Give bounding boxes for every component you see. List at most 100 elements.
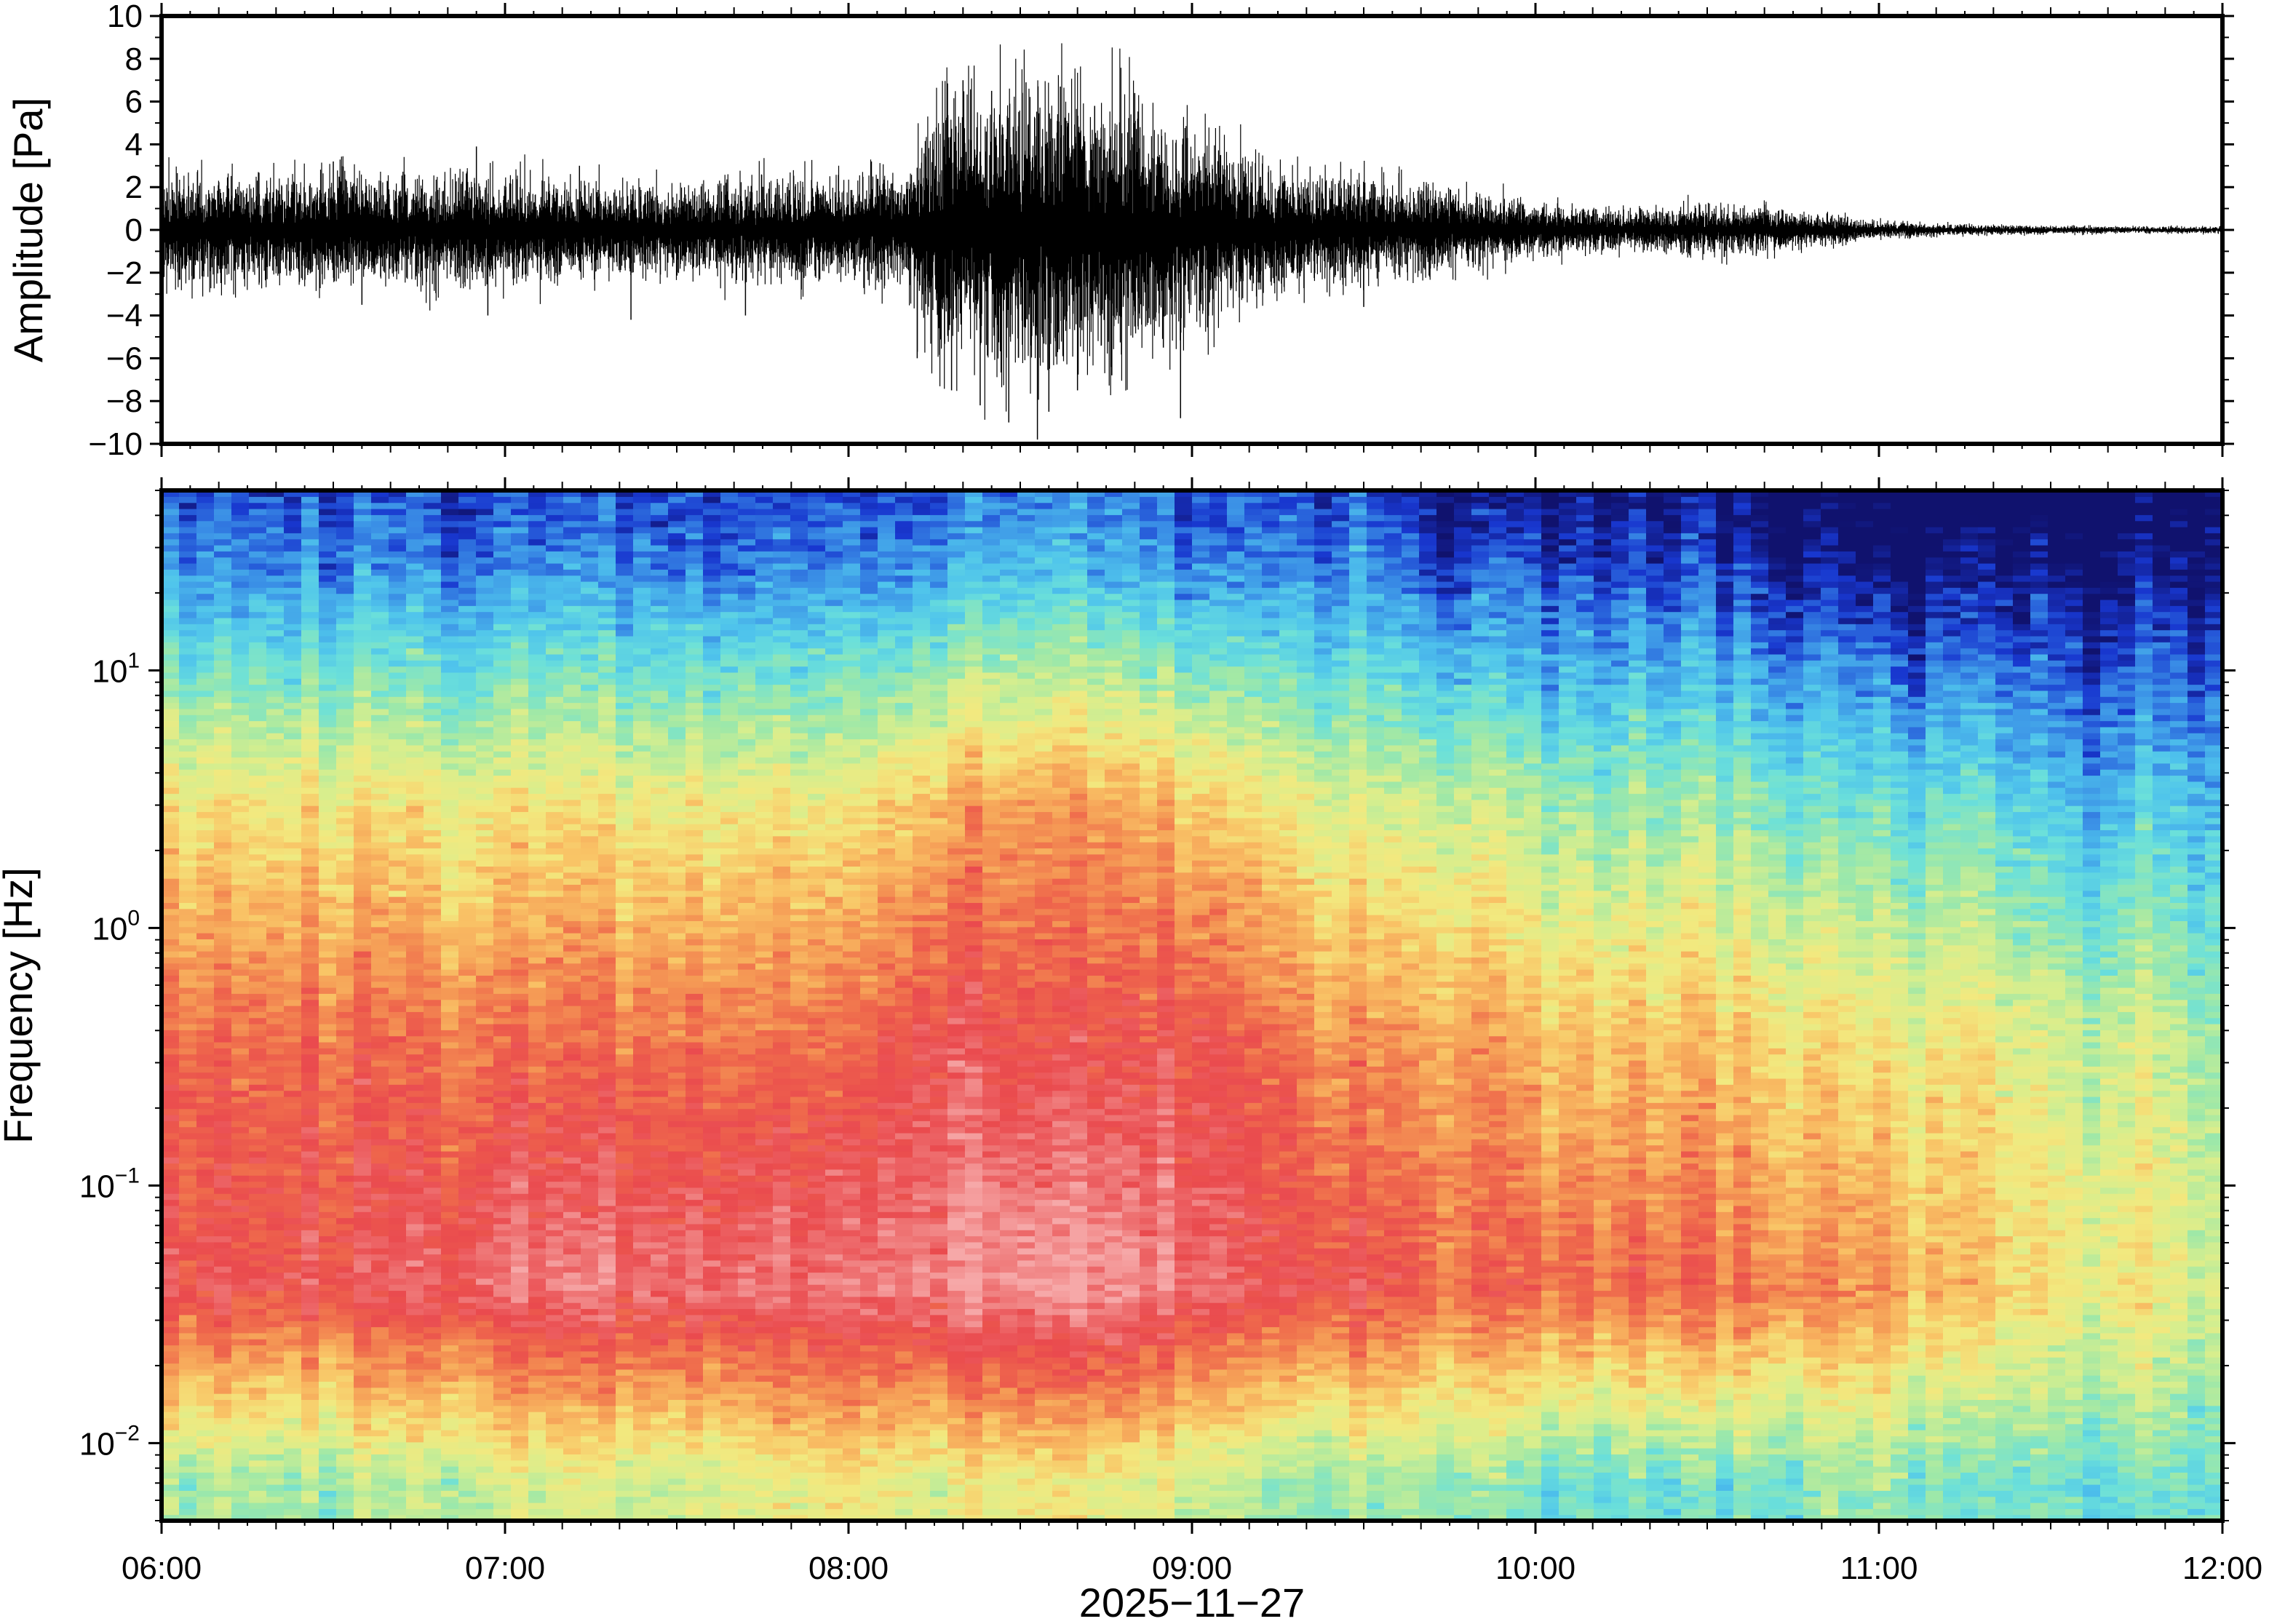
spectrogram-cell: [249, 1169, 267, 1176]
spectrogram-cell: [511, 599, 529, 606]
spectrogram-cell: [162, 939, 180, 946]
spectrogram-cell: [424, 611, 442, 618]
spectrogram-cell: [563, 1369, 581, 1376]
spectrogram-cell: [214, 575, 232, 582]
spectrogram-cell: [389, 829, 407, 837]
spectrogram-cell: [231, 920, 250, 928]
spectrogram-cell: [528, 653, 547, 661]
spectrogram-cell: [196, 1230, 215, 1237]
spectrogram-cell: [179, 890, 197, 897]
spectrogram-cell: [214, 551, 232, 558]
spectrogram-cell: [476, 775, 494, 782]
spectrogram-cell: [598, 1332, 616, 1340]
spectrogram-cell: [441, 1296, 459, 1303]
spectrogram-cell: [633, 951, 651, 958]
spectrogram-cell: [633, 757, 651, 764]
spectrogram-cell: [633, 933, 651, 939]
spectrogram-cell: [511, 696, 529, 704]
spectrogram-cell: [563, 817, 581, 824]
spectrogram-cell: [406, 526, 424, 533]
spectrogram-cell: [511, 1205, 529, 1212]
spectrogram-cell: [319, 908, 337, 915]
spectrogram-cell: [214, 957, 232, 964]
spectrogram-cell: [231, 829, 250, 837]
spectrogram-cell: [389, 944, 407, 952]
spectrogram-cell: [528, 1496, 547, 1503]
spectrogram-cell: [284, 744, 302, 752]
spectrogram-cell: [389, 1048, 407, 1055]
spectrogram-cell: [196, 648, 215, 655]
spectrogram-cell: [493, 915, 512, 921]
spectrogram-cell: [546, 593, 564, 600]
spectrogram-cell: [336, 720, 354, 728]
spectrogram-cell: [162, 1387, 180, 1394]
spectrogram-cell: [214, 933, 232, 939]
spectrogram-cell: [301, 672, 319, 679]
spectrogram-cell: [546, 1375, 564, 1382]
spectrogram-cell: [266, 1387, 285, 1394]
spectrogram-cell: [266, 957, 285, 964]
spectrogram-cell: [633, 878, 651, 885]
spectrogram-cell: [249, 1266, 267, 1273]
spectrogram-cell: [214, 993, 232, 1000]
spectrogram-cell: [633, 896, 651, 903]
spectrogram-cell: [528, 1211, 547, 1219]
spectrogram-cell: [406, 1393, 424, 1401]
spectrogram-cell: [563, 787, 581, 795]
spectrogram-cell: [266, 562, 285, 570]
spectrogram-cell: [563, 1514, 581, 1521]
spectrogram-cell: [354, 1230, 372, 1237]
spectrogram-cell: [424, 605, 442, 613]
spectrogram-cell: [546, 957, 564, 964]
spectrogram-cell: [546, 1266, 564, 1273]
spectrogram-cell: [284, 593, 302, 600]
spectrogram-cell: [319, 848, 337, 855]
spectrogram-cell: [336, 908, 354, 915]
spectrogram-cell: [581, 575, 599, 582]
spectrogram-cell: [196, 1369, 215, 1376]
spectrogram-cell: [319, 715, 337, 722]
spectrogram-cell: [563, 920, 581, 928]
spectrogram-cell: [301, 526, 319, 533]
spectrogram-cell: [301, 1259, 319, 1267]
spectrogram-cell: [179, 726, 197, 733]
spectrogram-cell: [424, 1041, 442, 1048]
spectrogram-cell: [162, 1139, 180, 1146]
spectrogram-cell: [354, 562, 372, 570]
spectrogram-cell: [371, 599, 389, 606]
spectrogram-cell: [301, 1496, 319, 1503]
spectrogram-cell: [301, 1126, 319, 1134]
spectrogram-cell: [319, 1132, 337, 1139]
spectrogram-cell: [493, 520, 512, 528]
spectrogram-cell: [266, 1460, 285, 1467]
spectrogram-cell: [458, 1441, 477, 1449]
spectrogram-cell: [284, 1078, 302, 1085]
amplitude-tick-label: 0: [125, 212, 143, 248]
spectrogram-cell: [424, 817, 442, 824]
spectrogram-cell: [476, 1454, 494, 1461]
spectrogram-cell: [406, 1484, 424, 1491]
spectrogram-cell: [511, 999, 529, 1006]
spectrogram-cell: [214, 1387, 232, 1394]
spectrogram-cell: [476, 490, 494, 497]
spectrogram-cell: [493, 715, 512, 722]
spectrogram-cell: [424, 551, 442, 558]
spectrogram-cell: [598, 1290, 616, 1297]
spectrogram-cell: [581, 744, 599, 752]
spectrogram-cell: [301, 848, 319, 855]
spectrogram-cell: [389, 842, 407, 849]
spectrogram-cell: [563, 1023, 581, 1030]
spectrogram-cell: [196, 1041, 215, 1048]
spectrogram-cell: [371, 739, 389, 746]
spectrogram-cell: [633, 1187, 651, 1194]
spectrogram-cell: [301, 1035, 319, 1043]
spectrogram-cell: [441, 1150, 459, 1158]
spectrogram-cell: [249, 926, 267, 934]
spectrogram-cell: [249, 969, 267, 976]
spectrogram-cell: [546, 1508, 564, 1516]
spectrogram-cell: [511, 987, 529, 994]
spectrogram-cell: [616, 1387, 634, 1394]
spectrogram-cell: [266, 1496, 285, 1503]
spectrogram-cell: [231, 1139, 250, 1146]
spectrogram-cell: [249, 805, 267, 813]
